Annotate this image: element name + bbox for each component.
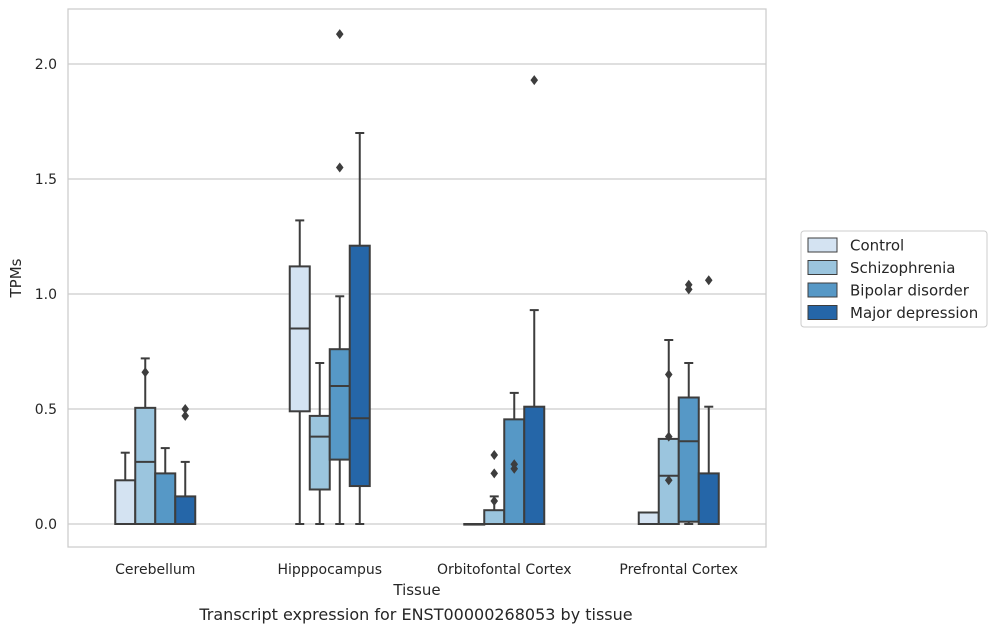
outlier-point [490,450,499,460]
box-schizophrenia [134,357,157,526]
y-axis-label: TPMs [7,258,25,298]
outlier-point [684,279,693,290]
box-control [114,451,137,525]
outlier-point [530,75,539,86]
outlier-point [664,475,673,486]
box-bipolar-disorder [677,279,700,525]
y-tick-labels: 0.0 0.5 1.0 1.5 2.0 [35,57,57,533]
x-tick-label: Orbitofontal Cortex [437,562,572,578]
legend-label: Control [850,237,904,255]
box-iqr [523,405,546,526]
legend-swatch [807,282,838,298]
box-bipolar-disorder [154,447,177,525]
legend-swatch [807,260,838,275]
box-major-depression [348,132,371,525]
legend: Control Schizophrenia Bipolar disorder Majo… [800,230,988,328]
box-iqr [348,244,371,488]
box-control [637,511,660,525]
box-major-depression [523,75,546,526]
box-schizophrenia [308,362,331,525]
outlier-point [181,404,190,414]
outlier-point [181,410,190,421]
box-iqr [697,472,720,525]
x-tick-labels: Cerebellum Hipppocampus Orbitofontal Corte… [115,562,738,578]
outlier-point [510,459,519,470]
x-tick-label: Hipppocampus [277,562,382,578]
legend-label: Major depression [850,304,978,322]
box-bipolar-disorder [328,29,351,525]
box-major-depression [697,275,720,525]
outlier-point [490,496,499,506]
outlier-point [335,29,344,40]
box-bipolar-disorder [503,391,526,526]
box-iqr [483,509,506,526]
box-schizophrenia [657,339,680,525]
y-tick-label: 1.0 [35,287,57,303]
box-iqr [114,479,137,525]
y-tick-label: 0.0 [35,517,57,533]
y-tick-label: 1.5 [35,172,57,188]
box-control [288,219,311,525]
legend-label: Schizophrenia [850,259,955,277]
box-iqr [154,472,177,525]
outlier-point [490,468,499,479]
outlier-point [704,275,713,286]
box-control [463,523,486,526]
box-iqr [328,348,351,461]
box-iqr [174,495,197,525]
box-series [114,29,720,526]
plot-frame [67,8,767,548]
x-tick-label: Cerebellum [115,562,195,578]
outlier-point [141,367,150,378]
outlier-point [664,369,673,380]
box-schizophrenia [483,450,506,526]
outlier-point [335,162,344,173]
legend-frame [800,230,988,328]
legend-swatch [807,305,838,320]
box-iqr [288,265,311,413]
legend-swatch [807,237,838,253]
legend-label: Bipolar disorder [850,282,970,300]
box-iqr [308,414,331,491]
x-tick-label: Prefrontal Cortex [619,562,738,578]
y-tick-label: 2.0 [35,57,57,73]
box-iqr [637,511,660,525]
box-major-depression [174,404,197,525]
x-axis-label: Tissue [392,581,440,599]
figure-caption: Transcript expression for ENST0000026805… [199,605,633,624]
y-tick-label: 0.5 [35,402,57,418]
outlier-point [664,431,673,442]
box-iqr [134,406,157,526]
box-iqr [677,396,700,523]
